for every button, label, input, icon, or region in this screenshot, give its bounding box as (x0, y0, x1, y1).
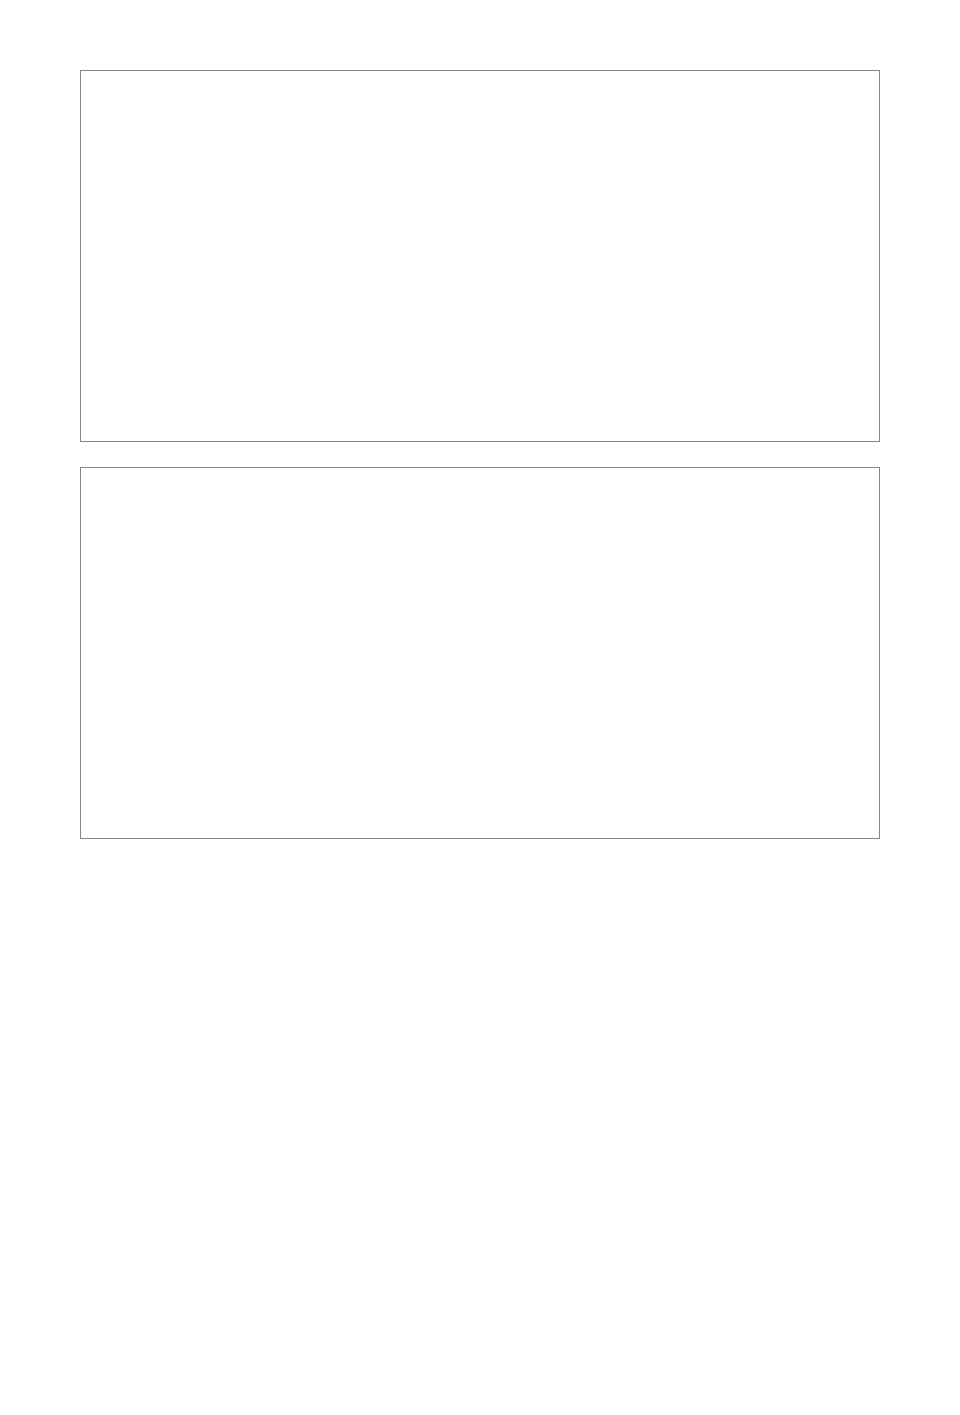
paragraph-2 (80, 864, 880, 915)
pie-chart (81, 71, 879, 441)
pie-chart-box (80, 70, 880, 442)
cone-chart (81, 468, 879, 838)
pie-chart-svg (141, 86, 501, 426)
cone-chart-svg (81, 468, 881, 838)
cone-chart-box (80, 467, 880, 839)
